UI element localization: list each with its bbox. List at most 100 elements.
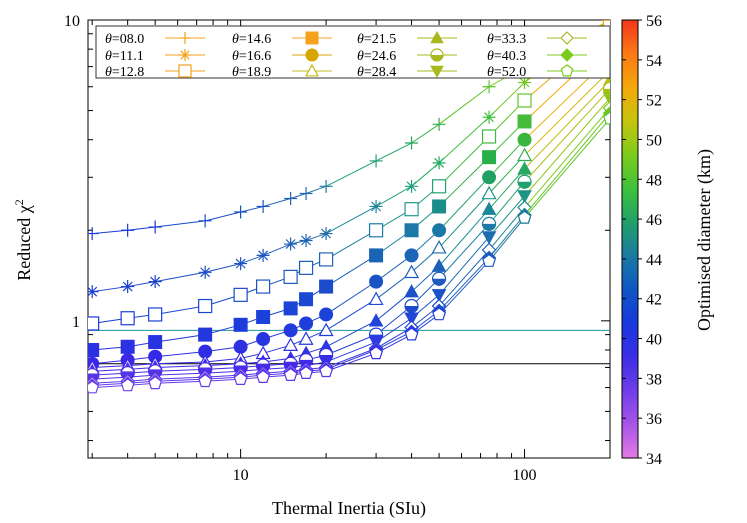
- colorbar-tick-label: 54: [646, 53, 662, 70]
- series-line-segment: [438, 136, 490, 187]
- series-line-segment: [155, 361, 206, 365]
- data-point: [234, 205, 248, 219]
- data-point: [284, 192, 298, 206]
- series-line-segment: [488, 217, 525, 262]
- series: [88, 72, 610, 377]
- data-point: [482, 110, 496, 124]
- series-line-segment: [325, 229, 377, 260]
- data-point: [88, 227, 99, 241]
- data-point: [482, 150, 497, 165]
- data-point: [404, 248, 419, 263]
- data-point: [430, 30, 444, 44]
- ticks-layer: 10 100 1 10: [64, 13, 611, 484]
- colorbar: 34 36 38 40 42 44 46 48 50 52 54 56: [621, 13, 662, 468]
- data-point: [256, 332, 271, 347]
- data-point: [304, 63, 320, 77]
- data-point: [482, 253, 496, 267]
- series-line-segment: [92, 286, 128, 293]
- data-point: [560, 64, 574, 77]
- data-point: [233, 317, 248, 332]
- data-point: [319, 307, 334, 322]
- series-line-segment: [438, 193, 490, 249]
- series-line-segment: [240, 254, 264, 265]
- data-point: [404, 223, 419, 238]
- colorbar-tick-label: 42: [646, 292, 662, 309]
- series-line-segment: [375, 255, 412, 283]
- series-line-segment: [155, 380, 206, 384]
- data-point: [517, 132, 532, 147]
- data-point: [120, 339, 135, 354]
- data-point: [318, 322, 334, 337]
- series-line-segment: [438, 223, 490, 280]
- data-point: [299, 365, 313, 379]
- colorbar-tick-label: 46: [646, 212, 662, 229]
- data-point-fill: [482, 223, 496, 231]
- legend-item: θ=28.4: [357, 65, 457, 80]
- data-point: [256, 199, 270, 213]
- colorbar-tick-label: 44: [646, 252, 662, 269]
- legend-theta: θ: [487, 49, 494, 64]
- legend-item: θ=12.8: [105, 64, 205, 80]
- data-point: [319, 179, 333, 193]
- legend-item: θ=24.6: [357, 48, 457, 64]
- y-axis-label-superscript: 2: [12, 199, 26, 205]
- series-line-segment: [155, 334, 206, 343]
- series-line-segment: [92, 376, 128, 380]
- legend-item: θ=08.0: [105, 32, 205, 47]
- series-line-segment: [155, 305, 206, 315]
- legend-item: θ=18.9: [232, 63, 332, 80]
- data-point: [198, 298, 213, 314]
- data-point: [369, 346, 384, 360]
- data-point: [482, 80, 496, 94]
- data-point: [233, 287, 248, 302]
- data-point: [178, 64, 192, 78]
- data-point-fill: [432, 278, 446, 286]
- series: [88, 92, 610, 387]
- series-line-segment: [438, 156, 490, 207]
- series-line-segment: [127, 363, 156, 367]
- legend-value: =14.6: [239, 32, 271, 47]
- x-axis-label: Thermal Inertia (SIu): [272, 498, 426, 519]
- legend-item: θ=21.5: [357, 30, 457, 47]
- data-point: [369, 274, 384, 289]
- colorbar-tick-label: 52: [646, 93, 662, 110]
- series-line-segment: [325, 254, 377, 287]
- series-line-segment: [325, 206, 377, 235]
- series-line-segment: [488, 214, 525, 259]
- y-axis-label: Reduced χ2: [12, 199, 34, 280]
- data-point: [233, 371, 248, 385]
- series-line-segment: [205, 211, 241, 222]
- series-line-segment: [438, 86, 490, 125]
- series-line-segment: [411, 123, 440, 144]
- data-point: [560, 31, 574, 45]
- data-point: [603, 111, 610, 125]
- legend-theta: θ: [232, 49, 239, 64]
- legend-theta: θ: [487, 65, 494, 80]
- data-point: [404, 202, 419, 217]
- legend-value: =18.9: [239, 65, 271, 80]
- data-point: [369, 199, 383, 213]
- data-point: [404, 327, 419, 341]
- data-point: [318, 252, 334, 267]
- data-point: [298, 331, 314, 345]
- series-line-segment: [488, 181, 525, 225]
- x-tick-label: 100: [513, 467, 537, 484]
- data-point: [148, 335, 163, 350]
- data-point: [148, 307, 163, 322]
- series-line-segment: [438, 249, 490, 307]
- series-line-segment: [488, 154, 525, 194]
- data-point: [517, 161, 532, 175]
- data-point: [198, 327, 213, 342]
- legend-theta: θ: [357, 32, 364, 47]
- data-point: [305, 48, 319, 62]
- series: [88, 105, 610, 393]
- data-point: [481, 129, 497, 144]
- data-point: [283, 367, 298, 381]
- legend-theta: θ: [232, 32, 239, 47]
- data-point: [404, 284, 419, 298]
- legend-value: =33.3: [494, 32, 526, 47]
- data-point: [283, 301, 298, 316]
- legend-value: =11.1: [112, 49, 144, 64]
- data-point: [88, 285, 99, 299]
